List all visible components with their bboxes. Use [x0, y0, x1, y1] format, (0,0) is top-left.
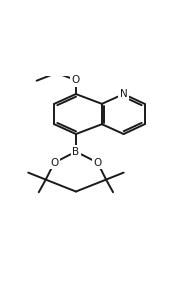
Text: O: O	[72, 75, 80, 85]
Text: B: B	[72, 147, 79, 157]
Text: O: O	[94, 158, 102, 168]
Text: N: N	[120, 89, 127, 99]
Text: O: O	[50, 158, 58, 168]
